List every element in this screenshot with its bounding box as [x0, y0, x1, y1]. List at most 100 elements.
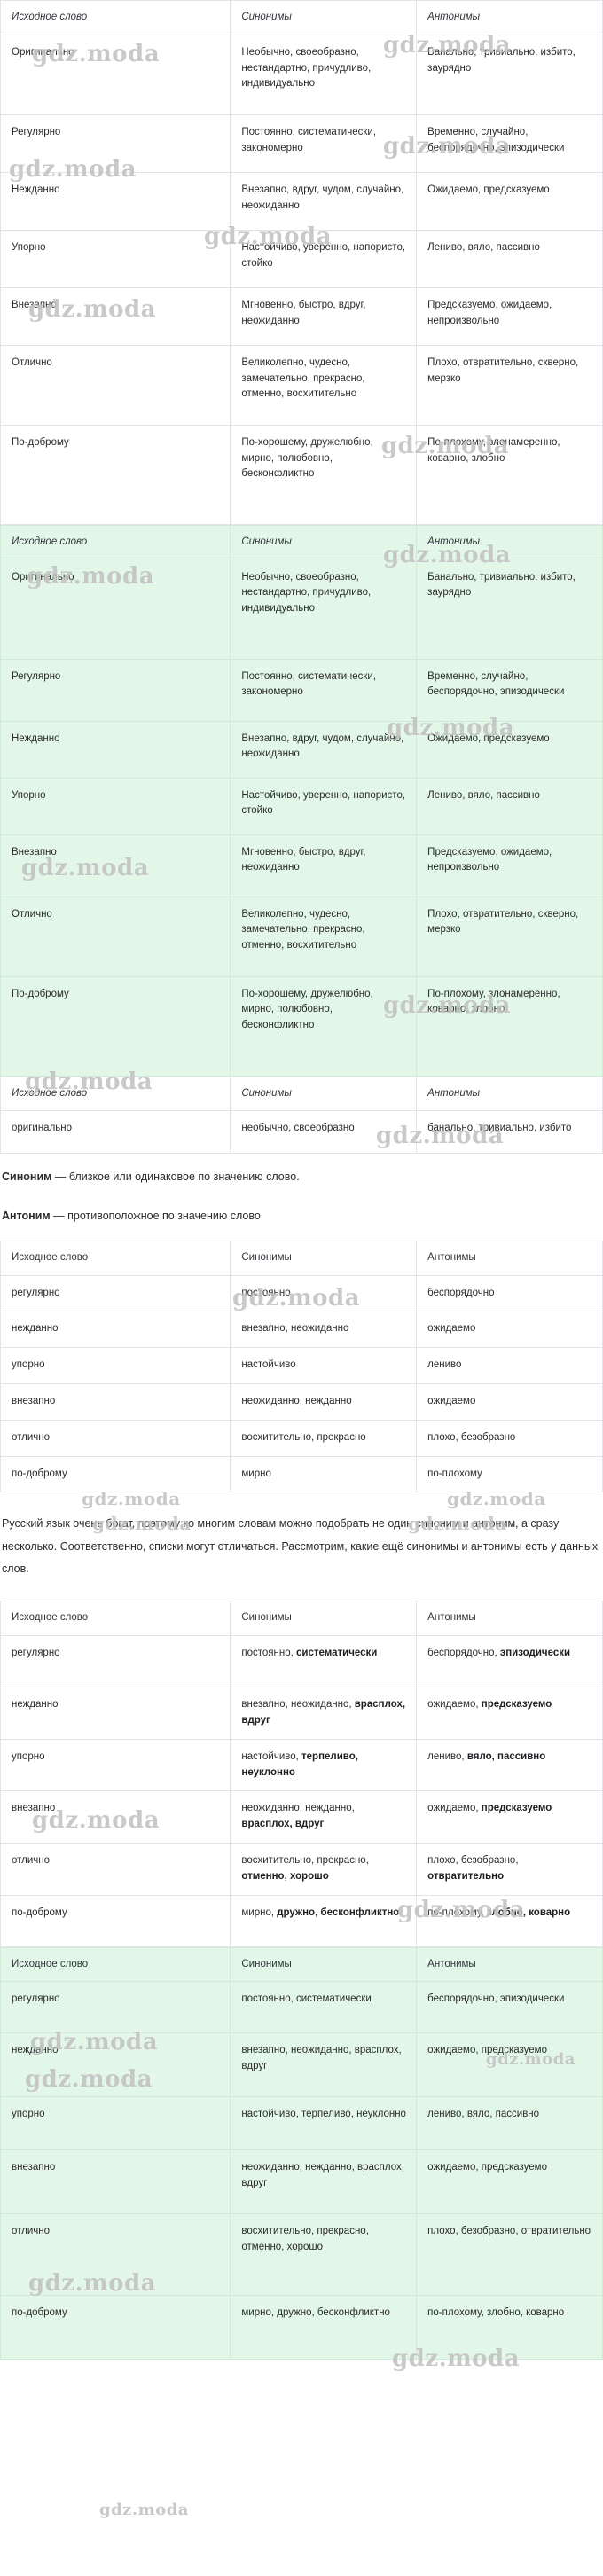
antonyms-plain: ожидаемо,	[427, 1803, 482, 1814]
column-header-antonyms: Антонимы	[416, 1601, 603, 1637]
synonyms-plain: неожиданно, нежданно,	[241, 1803, 355, 1814]
column-header-antonyms: Антонимы	[416, 1076, 603, 1112]
cell-synonyms: внезапно, неожиданно, врасплох, вдруг	[230, 1687, 418, 1740]
table-row: внезапно неожиданно, нежданно, врасплох,…	[0, 1790, 603, 1844]
antonyms-plain: ожидаемо,	[427, 1699, 482, 1711]
cell-synonyms: Мгновенно, быстро, вдруг, неожиданно	[230, 286, 418, 346]
column-header-source: Исходное слово	[0, 524, 231, 560]
cell-synonyms: неожиданно, нежданно, врасплох, вдруг	[230, 1790, 418, 1844]
cell-source-word: Отлично	[0, 896, 231, 977]
table-row: по-доброму мирно по-плохому	[0, 1455, 603, 1493]
synonyms-emphasized: врасплох, вдруг	[241, 1819, 325, 1830]
cell-source-word: Регулярно	[0, 658, 231, 722]
table-row: упорно настойчиво лениво	[0, 1347, 603, 1384]
column-header-source: Исходное слово	[0, 0, 231, 35]
column-header-antonyms: Антонимы	[416, 0, 603, 35]
cell-antonyms: Ожидаемо, предсказуемо	[416, 171, 603, 231]
column-header-antonyms: Антонимы	[416, 524, 603, 560]
synonyms-emphasized: терпеливо, неуклонно	[241, 1750, 358, 1778]
cell-source-word: по-доброму	[0, 1455, 231, 1493]
table-row: регулярно постоянно беспорядочно	[0, 1274, 603, 1312]
intro-paragraph: Русский язык очень богат, поэтому ко мно…	[2, 1516, 599, 1576]
synonym-antonym-table-2: Исходное слово Синонимы Антонимы Оригина…	[0, 524, 603, 1077]
cell-antonyms: ожидаемо, предсказуемо	[416, 2032, 603, 2098]
column-header-synonyms: Синонимы	[230, 1240, 418, 1276]
column-header-source: Исходное слово	[0, 1946, 231, 1983]
table-row: Отлично Великолепно, чудесно, замечатель…	[0, 896, 603, 977]
cell-antonyms: плохо, безобразно	[416, 1419, 603, 1457]
synonyms-plain: восхитительно, прекрасно,	[241, 1854, 369, 1866]
table-header-row: Исходное слово Синонимы Антонимы	[0, 1240, 603, 1276]
antonyms-emphasized: предсказуемо	[481, 1803, 552, 1814]
cell-source-word: упорно	[0, 1347, 231, 1384]
cell-synonyms: восхитительно, прекрасно	[230, 1419, 418, 1457]
synonym-antonym-table-5: Исходное слово Синонимы Антонимы регуляр…	[0, 1601, 603, 1947]
synonym-antonym-table-1: Исходное слово Синонимы Антонимы Оригина…	[0, 0, 603, 525]
cell-synonyms: По-хорошему, дружелюбно, мирно, полюбовн…	[230, 975, 418, 1077]
table-header-row: Исходное слово Синонимы Антонимы	[0, 0, 603, 35]
table-row: оригинально необычно, своеобразно баналь…	[0, 1110, 603, 1155]
table-header-row: Исходное слово Синонимы Антонимы	[0, 1076, 603, 1112]
cell-source-word: По-доброму	[0, 975, 231, 1077]
antonym-term: Антоним	[2, 1210, 51, 1223]
cell-antonyms: по-плохому	[416, 1455, 603, 1493]
cell-antonyms: ожидаемо, предсказуемо	[416, 1687, 603, 1740]
cell-antonyms: беспорядочно	[416, 1274, 603, 1312]
column-header-source: Исходное слово	[0, 1240, 231, 1276]
cell-synonyms: постоянно, систематически	[230, 1635, 418, 1688]
antonyms-emphasized: предсказуемо	[481, 1699, 552, 1711]
table-header-row: Исходное слово Синонимы Антонимы	[0, 1601, 603, 1637]
cell-antonyms: лениво	[416, 1347, 603, 1384]
cell-source-word: оригинально	[0, 1110, 231, 1155]
cell-synonyms: мирно, дружно, бесконфликтно	[230, 1894, 418, 1947]
cell-antonyms: ожидаемо, предсказуемо	[416, 1790, 603, 1844]
table-row: Оригинально Необычно, своеобразно, неста…	[0, 559, 603, 660]
cell-synonyms: постоянно	[230, 1274, 418, 1312]
cell-antonyms: Предсказуемо, ожидаемо, непроизвольно	[416, 286, 603, 346]
cell-antonyms: Плохо, отвратительно, скверно, мерзко	[416, 896, 603, 977]
cell-source-word: Нежданно	[0, 171, 231, 231]
antonyms-plain: лениво,	[427, 1750, 467, 1762]
column-header-antonyms: Антонимы	[416, 1240, 603, 1276]
table-row: внезапно неожиданно, нежданно, врасплох,…	[0, 2149, 603, 2215]
cell-source-word: упорно	[0, 1738, 231, 1792]
cell-synonyms: внезапно, неожиданно, врасплох, вдруг	[230, 2032, 418, 2098]
cell-antonyms: По-плохому, злонамеренно, коварно, злобн…	[416, 975, 603, 1077]
cell-source-word: регулярно	[0, 1274, 231, 1312]
cell-synonyms: неожиданно, нежданно, врасплох, вдруг	[230, 2149, 418, 2215]
table-row: внезапно неожиданно, нежданно ожидаемо	[0, 1382, 603, 1421]
cell-synonyms: Постоянно, систематически, закономерно	[230, 658, 418, 722]
cell-antonyms: ожидаемо, предсказуемо	[416, 2149, 603, 2215]
cell-antonyms: Временно, случайно, беспорядочно, эпизод…	[416, 114, 603, 173]
cell-synonyms: восхитительно, прекрасно, отменно, хорош…	[230, 1842, 418, 1896]
table-row: по-доброму мирно, дружно, бесконфликтно …	[0, 2295, 603, 2361]
cell-antonyms: лениво, вяло, пассивно	[416, 1738, 603, 1792]
cell-source-word: по-доброму	[0, 2295, 231, 2361]
cell-source-word: внезапно	[0, 1382, 231, 1421]
cell-antonyms: лениво, вяло, пассивно	[416, 2096, 603, 2151]
column-header-synonyms: Синонимы	[230, 0, 418, 35]
table-row: нежданно внезапно, неожиданно, врасплох,…	[0, 1687, 603, 1740]
table-row: регулярно постоянно, систематически бесп…	[0, 1635, 603, 1688]
antonym-definition-text: — противоположное по значению слово	[50, 1210, 261, 1223]
cell-source-word: внезапно	[0, 1790, 231, 1844]
cell-antonyms: Лениво, вяло, пассивно	[416, 229, 603, 288]
synonyms-plain: внезапно, неожиданно,	[241, 1699, 355, 1711]
cell-synonyms: настойчиво, терпеливо, неуклонно	[230, 1738, 418, 1792]
cell-source-word: Оригинально	[0, 34, 231, 115]
column-header-synonyms: Синонимы	[230, 1946, 418, 1983]
cell-antonyms: Банально, тривиально, избито, заурядно	[416, 559, 603, 660]
cell-antonyms: по-плохому, злобно, коварно	[416, 2295, 603, 2361]
cell-synonyms: Мгновенно, быстро, вдруг, неожиданно	[230, 834, 418, 897]
antonyms-emphasized: отвратительно	[427, 1870, 505, 1882]
table-row: По-доброму По-хорошему, дружелюбно, мирн…	[0, 975, 603, 1077]
synonyms-emphasized: врасплох, вдруг	[241, 1699, 406, 1726]
column-header-source: Исходное слово	[0, 1601, 231, 1637]
cell-source-word: Внезапно	[0, 834, 231, 897]
table-row: Регулярно Постоянно, систематически, зак…	[0, 114, 603, 173]
cell-source-word: регулярно	[0, 1981, 231, 2034]
table-row: Оригинально Необычно, своеобразно, неста…	[0, 34, 603, 115]
cell-synonyms: Великолепно, чудесно, замечательно, прек…	[230, 896, 418, 977]
table-row: Нежданно Внезапно, вдруг, чудом, случайн…	[0, 171, 603, 231]
cell-antonyms: плохо, безобразно, отвратительно	[416, 1842, 603, 1896]
